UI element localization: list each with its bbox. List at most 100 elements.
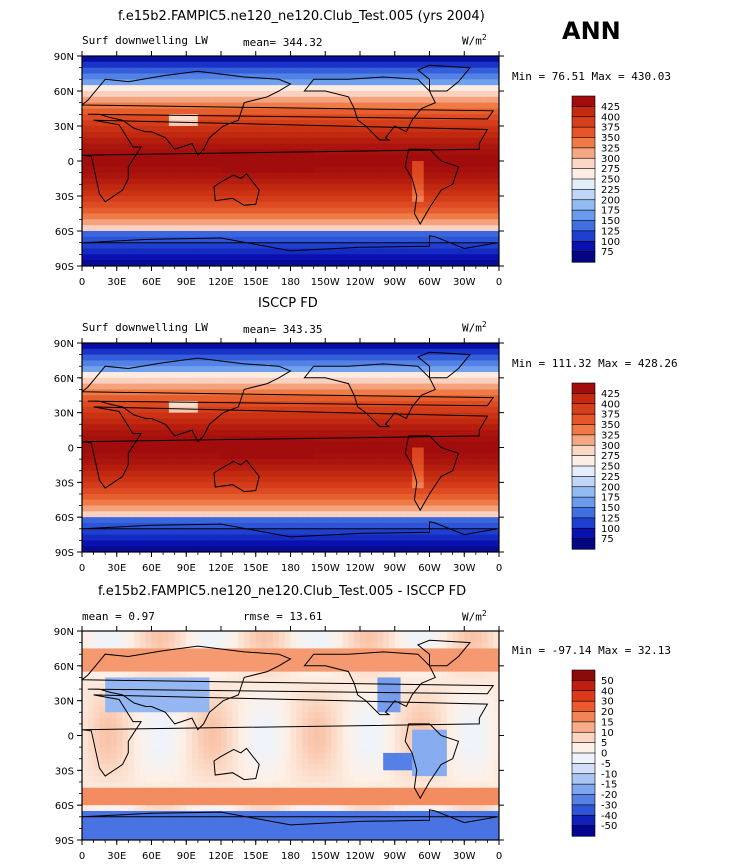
colorbar-box: [571, 527, 596, 540]
colorbar-label: 350: [601, 420, 620, 431]
lat-label: 60N: [54, 374, 74, 385]
lon-label: 90E: [177, 851, 196, 862]
colorbar-label: 100: [601, 237, 620, 248]
colorbar-label: 350: [601, 133, 620, 144]
panel-1-left-label: Surf downwelling LW: [82, 34, 208, 47]
lon-label: 30E: [107, 563, 126, 574]
lat-label: 0: [68, 444, 74, 455]
colorbar-box: [571, 220, 596, 232]
colorbar-1: 4254003753503253002752502252001751501251…: [571, 95, 620, 263]
colorbar-label: 175: [601, 206, 620, 217]
panel-1-title: f.e15b2.FAMPIC5.ne120_ne120.Club_Test.00…: [118, 9, 485, 24]
colorbar-label: 75: [601, 534, 614, 545]
colorbar-label: 0: [601, 749, 607, 760]
lat-label: 60N: [54, 87, 74, 98]
colorbar-label: 375: [601, 410, 620, 421]
colorbar-label: 150: [601, 216, 620, 227]
colorbar-box: [571, 538, 596, 550]
lon-label: 150W: [311, 851, 340, 862]
lon-label: 30W: [453, 277, 476, 288]
colorbar-label: -15: [601, 780, 617, 791]
colorbar-box: [571, 455, 596, 467]
lon-label: 90W: [383, 277, 406, 288]
colorbar-box: [571, 230, 596, 242]
colorbar-label: 250: [601, 462, 620, 473]
lat-label: 90S: [55, 836, 74, 847]
map-panel-1: 90N 60N 30N 0 30S 60S 90S 0 30E 60E 90E 120E 150E 180…: [54, 51, 620, 288]
colorbar-label: 150: [601, 503, 620, 514]
lat-label: 30N: [54, 409, 74, 420]
colorbar-label: 225: [601, 472, 620, 483]
colorbar-box: [571, 814, 596, 827]
coastlines-1: [82, 64, 498, 252]
lon-label: 180: [281, 851, 300, 862]
coastlines-3: [82, 639, 498, 826]
lon-label: 0: [79, 851, 85, 862]
lon-label: 90E: [177, 277, 196, 288]
map-panel-2: 90N 60N 30N 0 30S 60S 90S 0 30E 60E 90E 120E 150E 180…: [54, 338, 620, 574]
lon-label: 150W: [311, 277, 340, 288]
colorbar-box: [571, 403, 596, 415]
lon-label: 0: [496, 851, 502, 862]
colorbar-label: 375: [601, 123, 620, 134]
panel-2-center-label: mean= 343.35: [243, 323, 323, 336]
lon-label: 60E: [142, 851, 161, 862]
lat-label: 90S: [55, 262, 74, 273]
lon-label: 30W: [453, 563, 476, 574]
colorbar-label: 200: [601, 195, 620, 206]
colorbar-box: [571, 794, 596, 806]
panel-3-units: W/m2: [462, 609, 487, 624]
colorbar-label: 125: [601, 226, 620, 237]
colorbar-box: [571, 773, 596, 785]
colorbar-box: [571, 742, 596, 754]
colorbar-label: 325: [601, 430, 620, 441]
panel-3-center-label: rmse = 13.61: [243, 610, 323, 623]
colorbar-box: [571, 424, 596, 436]
colorbar-label: 10: [601, 728, 614, 739]
panel-3-minmax: Min = -97.14 Max = 32.13: [512, 644, 671, 657]
panel-3-left-label: mean = 0.97: [82, 610, 155, 623]
colorbar-box: [571, 783, 596, 796]
lat-label: 90S: [55, 548, 74, 559]
colorbar-label: 40: [601, 686, 614, 697]
colorbar-label: 275: [601, 451, 620, 462]
lon-label: 150E: [243, 277, 268, 288]
colorbar-box: [571, 752, 596, 764]
lat-label: 30S: [55, 478, 74, 489]
colorbar-label: -50: [601, 821, 617, 832]
colorbar-label: 300: [601, 154, 620, 165]
colorbar-label: 400: [601, 112, 620, 123]
lat-label: 30N: [54, 697, 74, 708]
coastlines-2: [82, 351, 498, 538]
colorbar-box: [571, 178, 596, 190]
colorbar-box: [571, 251, 596, 263]
colorbar-label: 15: [601, 717, 614, 728]
colorbar-box: [571, 444, 596, 457]
map-panel-3: 90N 60N 30N 0 30S 60S 90S 0 30E 60E 90E 120E 150E 180…: [54, 626, 617, 862]
lon-label: 150W: [311, 563, 340, 574]
panel-1-units: W/m2: [462, 33, 487, 48]
colorbar-box: [571, 157, 596, 170]
map-field-2: [82, 343, 499, 552]
season-label: ANN: [562, 17, 621, 45]
colorbar-box: [571, 763, 596, 775]
lon-label: 120W: [346, 563, 375, 574]
colorbar-box: [571, 496, 596, 509]
colorbar-label: -40: [601, 811, 617, 822]
colorbar-label: 225: [601, 185, 620, 196]
colorbar-label: 425: [601, 389, 620, 400]
lon-label: 150E: [243, 851, 268, 862]
colorbar-box: [571, 168, 596, 180]
lat-label: 30S: [55, 192, 74, 203]
lon-label: 0: [79, 563, 85, 574]
colorbar-box: [571, 825, 596, 837]
colorbar-box: [571, 721, 596, 733]
colorbar-label: 250: [601, 175, 620, 186]
lon-label: 60E: [142, 563, 161, 574]
lon-label: 180: [281, 563, 300, 574]
colorbar-label: -5: [601, 759, 611, 770]
lon-label: 30E: [107, 851, 126, 862]
lon-label: 120E: [208, 563, 233, 574]
colorbar-label: 175: [601, 493, 620, 504]
